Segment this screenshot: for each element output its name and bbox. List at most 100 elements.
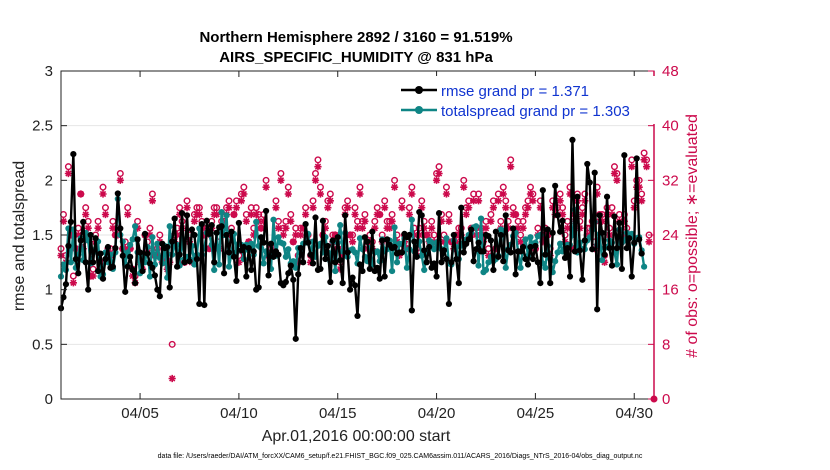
rmse-point [613, 245, 621, 252]
rmse-point [230, 253, 238, 260]
totalspread-point [391, 224, 398, 231]
rmse-point [522, 255, 529, 263]
rmse-point [596, 212, 603, 219]
totalspread-point [225, 263, 233, 270]
rmse-point [376, 275, 383, 282]
rmse-point [450, 231, 457, 239]
rmse-point [270, 253, 277, 260]
rmse-point [510, 225, 517, 232]
totalspread-point [285, 246, 292, 253]
rmse-point [109, 263, 116, 270]
axes-layer: 04/05 04/10 04/15 04/20 04/25 04/30 0 0.5 1 1.5 2 2… [32, 63, 679, 422]
obs-possible-marker [116, 169, 124, 177]
rmse-point [571, 248, 579, 255]
rmse-point [349, 274, 356, 281]
totalspread-point [517, 264, 524, 271]
rmse-point [188, 226, 196, 233]
totalspread-point [473, 223, 480, 230]
obs-evaluated-marker [445, 217, 453, 225]
totalspread-point [356, 235, 364, 242]
obs-evaluated-marker [386, 224, 394, 232]
obs-possible-marker [509, 204, 517, 212]
obs-evaluated-marker [148, 197, 157, 205]
rmse-point [60, 294, 67, 301]
rmse-point [631, 239, 638, 246]
rmse-point [203, 217, 210, 224]
obs-evaluated-marker [440, 238, 448, 246]
rmse-point [295, 271, 302, 278]
obs-evaluated-marker [133, 224, 142, 232]
obs-possible-marker [193, 204, 201, 212]
rmse-point [240, 243, 247, 251]
rmse-point [440, 247, 448, 254]
totalspread-point [552, 258, 559, 265]
rmse-point [421, 247, 428, 254]
obs-evaluated-marker [292, 231, 300, 239]
rmse-point [423, 259, 430, 266]
obs-possible-marker [581, 190, 589, 198]
rmse-point [636, 236, 643, 243]
rmse-point [366, 265, 373, 272]
rmse-point [282, 278, 289, 286]
obs-evaluated-marker [257, 224, 265, 232]
rmse-point [262, 207, 270, 215]
rmse-point [235, 219, 242, 227]
totalspread-point [557, 240, 564, 247]
rmse-point [287, 262, 294, 269]
obs-evaluated-marker [353, 224, 362, 232]
totalspread-point [388, 267, 396, 275]
rmse-point [497, 231, 504, 239]
rmse-point [594, 306, 601, 313]
rmse-point [87, 231, 94, 239]
rmse-point [455, 280, 462, 287]
obs-evaluated-marker [282, 224, 290, 232]
rmse-point [547, 280, 554, 287]
rmse-point [309, 260, 317, 267]
rmse-point [524, 261, 532, 268]
totalspread-point [443, 235, 450, 242]
rmse-point [332, 259, 339, 266]
y-right-tick-label: 16 [662, 282, 679, 299]
rmse-point [337, 257, 344, 264]
obs-possible-marker [225, 197, 233, 205]
rmse-point [285, 270, 292, 277]
obs-evaluated-marker [628, 163, 636, 171]
rmse-point [250, 248, 257, 255]
rmse-point [322, 255, 329, 263]
totalspread-point [154, 240, 161, 247]
rmse-point [411, 238, 418, 245]
obs-evaluated-marker [356, 190, 364, 198]
obs-evaluated-marker [460, 183, 468, 191]
rmse-point [475, 239, 482, 246]
totalspread-point [260, 260, 267, 267]
obs-evaluated-marker [242, 217, 250, 225]
totalspread-point [146, 273, 154, 280]
y-axis-left-label: rmse and totalspread [11, 161, 28, 311]
obs-possible-marker [519, 217, 527, 225]
rmse-point [398, 249, 406, 256]
rmse-point [468, 226, 475, 233]
rmse-point [584, 160, 591, 168]
obs-possible-marker [101, 204, 109, 212]
obs-possible-marker [82, 204, 90, 212]
obs-evaluated-marker [578, 210, 586, 219]
rmse-point [566, 273, 574, 280]
rmse-point [381, 273, 388, 280]
obs-possible-marker [620, 210, 628, 218]
obs-possible-marker [284, 183, 292, 191]
rmse-point [233, 277, 240, 285]
rmse-point [534, 259, 541, 266]
rmse-point [448, 259, 455, 266]
obs-evaluated-marker [331, 231, 339, 239]
rmse-point [492, 228, 499, 235]
obs-possible-marker [349, 231, 357, 239]
obs-evaluated-marker [153, 251, 161, 260]
obs-evaluated-marker [309, 204, 317, 212]
rmse-point [564, 245, 571, 252]
totalspread-point [482, 266, 490, 274]
y-left-tick-label: 3 [45, 63, 53, 80]
totalspread-point [216, 261, 223, 268]
rmse-point [342, 212, 349, 219]
rmse-point [171, 215, 178, 222]
rmse-point [92, 235, 99, 242]
